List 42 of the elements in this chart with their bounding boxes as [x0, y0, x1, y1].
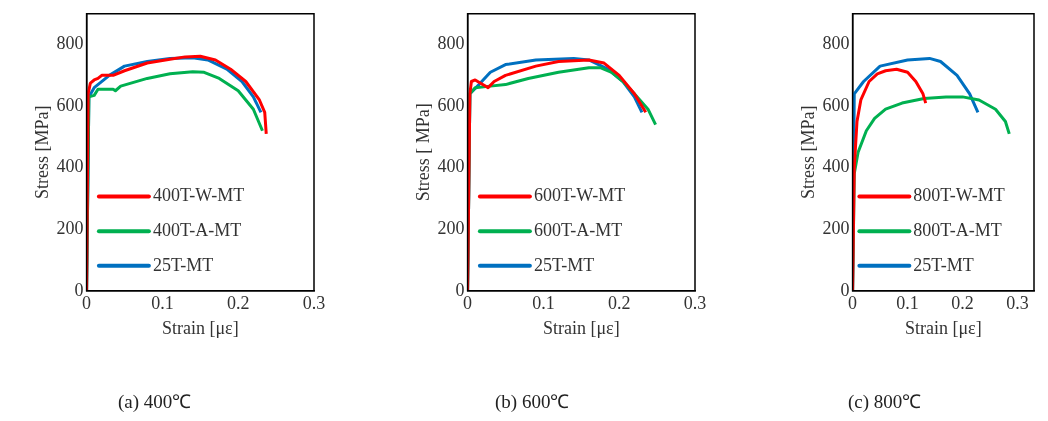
text: (c) 800℃ — [848, 390, 923, 414]
y-tick-label: 0 — [74, 279, 84, 300]
x-axis-title: Strain [με] — [542, 317, 620, 338]
y-tick-label: 800 — [56, 33, 84, 54]
y-tick-label: 400 — [822, 156, 850, 177]
x-tick-label: 0.2 — [951, 293, 974, 314]
text: (a) 400℃ — [118, 390, 193, 414]
y-axis-title: Stress [MPa] — [797, 105, 818, 200]
legend-label: 400T-W-MT — [152, 185, 245, 206]
x-axis-title: Strain [με] — [904, 317, 982, 338]
legend-label: 25T-MT — [913, 254, 974, 275]
legend-label: 800T-W-MT — [913, 185, 1005, 206]
y-tick-label: 600 — [822, 94, 850, 115]
legend-label: 25T-MT — [152, 254, 214, 275]
y-tick-label: 0 — [840, 279, 850, 300]
legend-label: 600T-A-MT — [533, 219, 623, 240]
y-tick-label: 400 — [437, 156, 465, 177]
y-tick-label: 600 — [56, 94, 84, 115]
x-axis-title: Strain [με] — [161, 317, 239, 338]
x-tick-label: 0.1 — [151, 293, 174, 314]
x-tick-label: 0.1 — [896, 293, 919, 314]
y-tick-label: 0 — [455, 279, 465, 300]
y-tick-label: 200 — [822, 217, 850, 238]
legend-label: 800T-A-MT — [913, 219, 1002, 240]
legend-label: 600T-W-MT — [533, 185, 626, 206]
y-tick-label: 400 — [56, 156, 84, 177]
y-tick-label: 800 — [437, 33, 465, 54]
y-axis-title: Stress [ MPa] — [412, 103, 433, 202]
legend-label: 25T-MT — [533, 254, 595, 275]
x-tick-label: 0.3 — [302, 293, 326, 314]
y-tick-label: 200 — [56, 217, 84, 238]
y-tick-label: 600 — [437, 94, 465, 115]
x-tick-label: 0.3 — [683, 293, 707, 314]
x-tick-label: 0.1 — [532, 293, 555, 314]
y-tick-label: 800 — [822, 33, 850, 54]
x-tick-label: 0.2 — [607, 293, 631, 314]
text: (b) 600℃ — [495, 390, 571, 414]
y-axis-title: Stress [MPa] — [31, 105, 52, 200]
y-tick-label: 200 — [437, 217, 465, 238]
legend-label: 400T-A-MT — [152, 219, 242, 240]
x-tick-label: 0.3 — [1006, 293, 1029, 314]
x-tick-label: 0.2 — [226, 293, 250, 314]
